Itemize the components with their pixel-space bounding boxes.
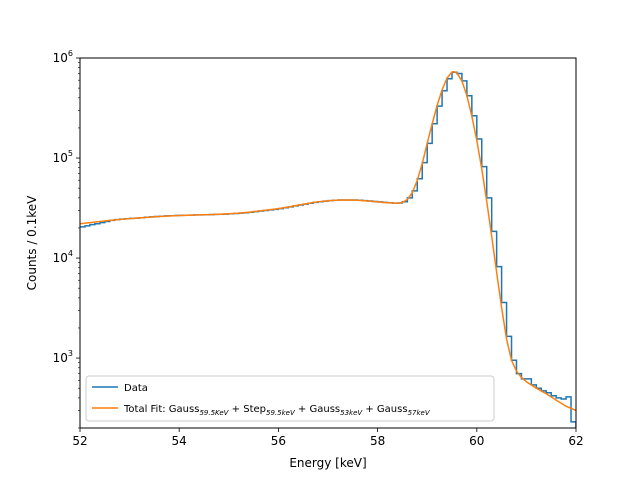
x-axis: 52 54 56 58 60 62 <box>72 428 584 448</box>
y-tick-label: 106 <box>53 49 73 65</box>
x-tick-label: 56 <box>271 434 286 448</box>
x-tick-label: 60 <box>469 434 484 448</box>
x-axis-label: Energy [keV] <box>289 456 366 470</box>
x-tick-label: 62 <box>568 434 583 448</box>
legend: Data Total Fit: Gauss59.5KeV + Step59.5k… <box>85 375 495 422</box>
series-layer <box>80 70 576 428</box>
x-tick-label: 58 <box>370 434 385 448</box>
legend-label-data: Data <box>124 383 148 394</box>
plot-frame <box>79 57 577 429</box>
y-tick-label: 104 <box>53 249 73 265</box>
y-axis-label: Counts / 0.1keV <box>25 195 39 291</box>
y-tick-label: 103 <box>53 349 73 365</box>
x-tick-label: 54 <box>172 434 187 448</box>
y-axis: 103 104 105 106 <box>53 49 80 429</box>
legend-label-fit: Total Fit: Gauss59.5KeV + Step59.5keV + … <box>123 404 431 417</box>
series-total-fit-line <box>80 70 576 412</box>
x-tick-label: 52 <box>72 434 87 448</box>
plot-area <box>79 57 577 429</box>
legend-box <box>85 375 495 422</box>
y-tick-label: 105 <box>53 149 73 165</box>
